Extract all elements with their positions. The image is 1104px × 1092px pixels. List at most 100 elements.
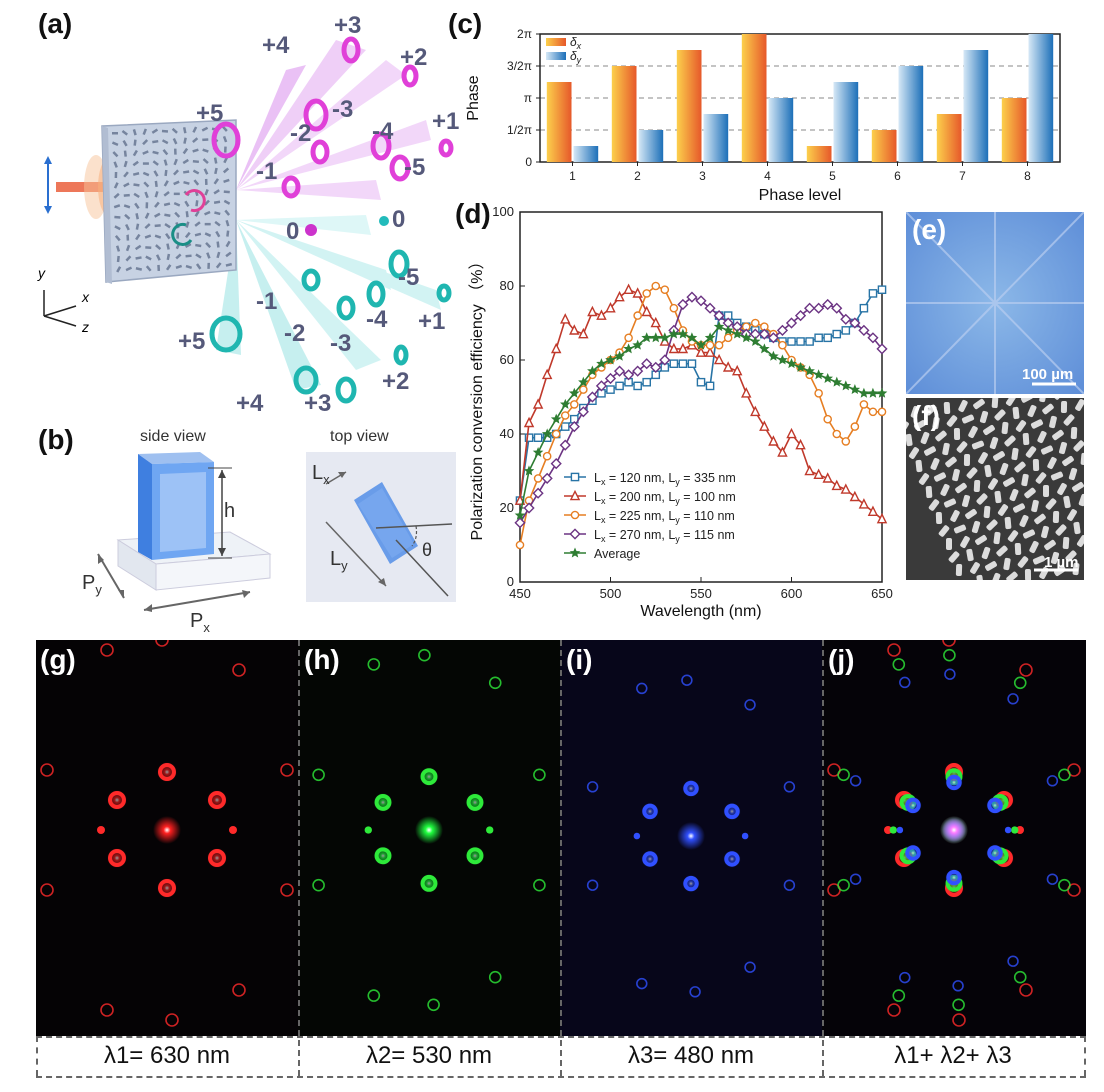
data-point <box>623 283 634 295</box>
bar-delta-y <box>573 146 599 162</box>
nanopillar <box>224 209 231 216</box>
sem-pillar <box>993 531 1001 545</box>
diffraction-spot <box>1016 826 1024 834</box>
nanopillar <box>125 244 131 252</box>
data-point <box>686 291 698 303</box>
order-label: 0 <box>392 206 406 233</box>
series <box>514 283 888 524</box>
sem-pillar <box>1050 551 1060 565</box>
sem-pillar <box>918 473 930 485</box>
sem-pillar <box>986 519 998 531</box>
nanopillar <box>132 129 137 136</box>
data-point <box>632 365 644 377</box>
nanopillar <box>122 140 128 147</box>
sem-pillar <box>1040 445 1054 455</box>
length-y-label: Ly <box>330 548 348 573</box>
data-point <box>804 365 815 376</box>
nanopillar <box>142 139 149 146</box>
sem-pillar <box>991 572 1001 580</box>
data-point <box>713 310 725 322</box>
data-point <box>650 316 661 328</box>
order-label: +1 <box>432 108 460 135</box>
data-point <box>569 528 581 540</box>
bar-delta-y <box>638 130 664 162</box>
sem-pillar <box>983 505 991 519</box>
diffraction-spot <box>232 663 246 677</box>
panel-label-b: (b) <box>38 424 74 455</box>
nanopillar <box>173 169 180 176</box>
data-point <box>515 540 525 550</box>
order-label: +1 <box>418 308 446 335</box>
nanopillar <box>144 212 150 219</box>
sem-pillar <box>983 424 995 436</box>
diffraction-spot <box>944 668 956 680</box>
nanopillar <box>116 266 122 273</box>
nanopillar <box>173 148 177 155</box>
data-point <box>586 391 598 403</box>
zero-order-spot <box>415 816 443 844</box>
nanopillar <box>223 178 230 183</box>
data-point <box>514 517 526 529</box>
diffraction-spot <box>724 803 740 820</box>
sem-pillar <box>1035 472 1047 484</box>
nanopillar <box>133 139 137 146</box>
sem-pillar <box>946 538 952 550</box>
data-point <box>759 420 770 431</box>
data-point <box>814 333 823 343</box>
diffraction-spot <box>636 977 648 990</box>
sem-pillar <box>915 459 923 473</box>
sem-pillar <box>1032 458 1040 472</box>
nanopillar <box>194 221 201 227</box>
nanopillar <box>121 129 128 136</box>
data-point <box>822 298 834 311</box>
sem-pillar <box>1039 398 1047 403</box>
nanopillar <box>213 178 220 185</box>
nanopillar <box>135 233 141 241</box>
nanopillar <box>125 266 133 272</box>
data-point <box>777 446 788 457</box>
data-point <box>633 381 642 391</box>
diffraction-spot <box>1019 983 1033 997</box>
data-point <box>867 505 879 516</box>
sem-pillar <box>997 504 1009 516</box>
pattern-red <box>40 640 294 1027</box>
data-point <box>831 376 842 387</box>
order-label: -5 <box>404 154 426 181</box>
sem-pillar <box>996 545 1008 557</box>
y-axis-title: Polarization conversion efficiency （%） <box>468 254 486 541</box>
diffraction-spot <box>40 763 54 777</box>
nanopillar <box>205 242 212 249</box>
x-tick-label: 7 <box>959 169 966 183</box>
x-tick-label: 500 <box>600 586 622 601</box>
nanopillar <box>182 147 189 155</box>
data-point <box>849 490 861 502</box>
nanopillar <box>135 267 143 271</box>
data-point <box>541 428 553 439</box>
data-point <box>876 343 888 355</box>
diffraction-spot <box>889 826 897 834</box>
diffraction-spot <box>783 879 796 891</box>
order-label: -4 <box>372 118 394 145</box>
sem-pillar <box>1070 426 1078 440</box>
data-point <box>705 340 715 350</box>
nanopillar <box>111 141 119 147</box>
diffraction-spot <box>40 883 54 897</box>
y-tick-label: 100 <box>492 204 514 219</box>
diffraction-schematic: y x z <box>37 36 454 404</box>
sem-pillar <box>1022 529 1036 539</box>
data-point <box>704 332 716 343</box>
scale-bar-f: 1 µm <box>1044 554 1079 571</box>
order-label: -1 <box>256 288 278 315</box>
sem-pillar <box>923 446 937 456</box>
sem-pillar <box>960 536 970 548</box>
diffraction-spot <box>689 986 701 998</box>
caption-h: λ2= 530 nm <box>365 1042 493 1069</box>
data-point <box>796 337 805 346</box>
bar-delta-y <box>768 98 794 162</box>
sem-pillar <box>965 508 977 520</box>
sem-pillar <box>984 464 992 478</box>
data-point <box>840 313 852 325</box>
data-point <box>767 332 779 344</box>
data-point <box>704 302 716 314</box>
data-point <box>831 479 842 491</box>
